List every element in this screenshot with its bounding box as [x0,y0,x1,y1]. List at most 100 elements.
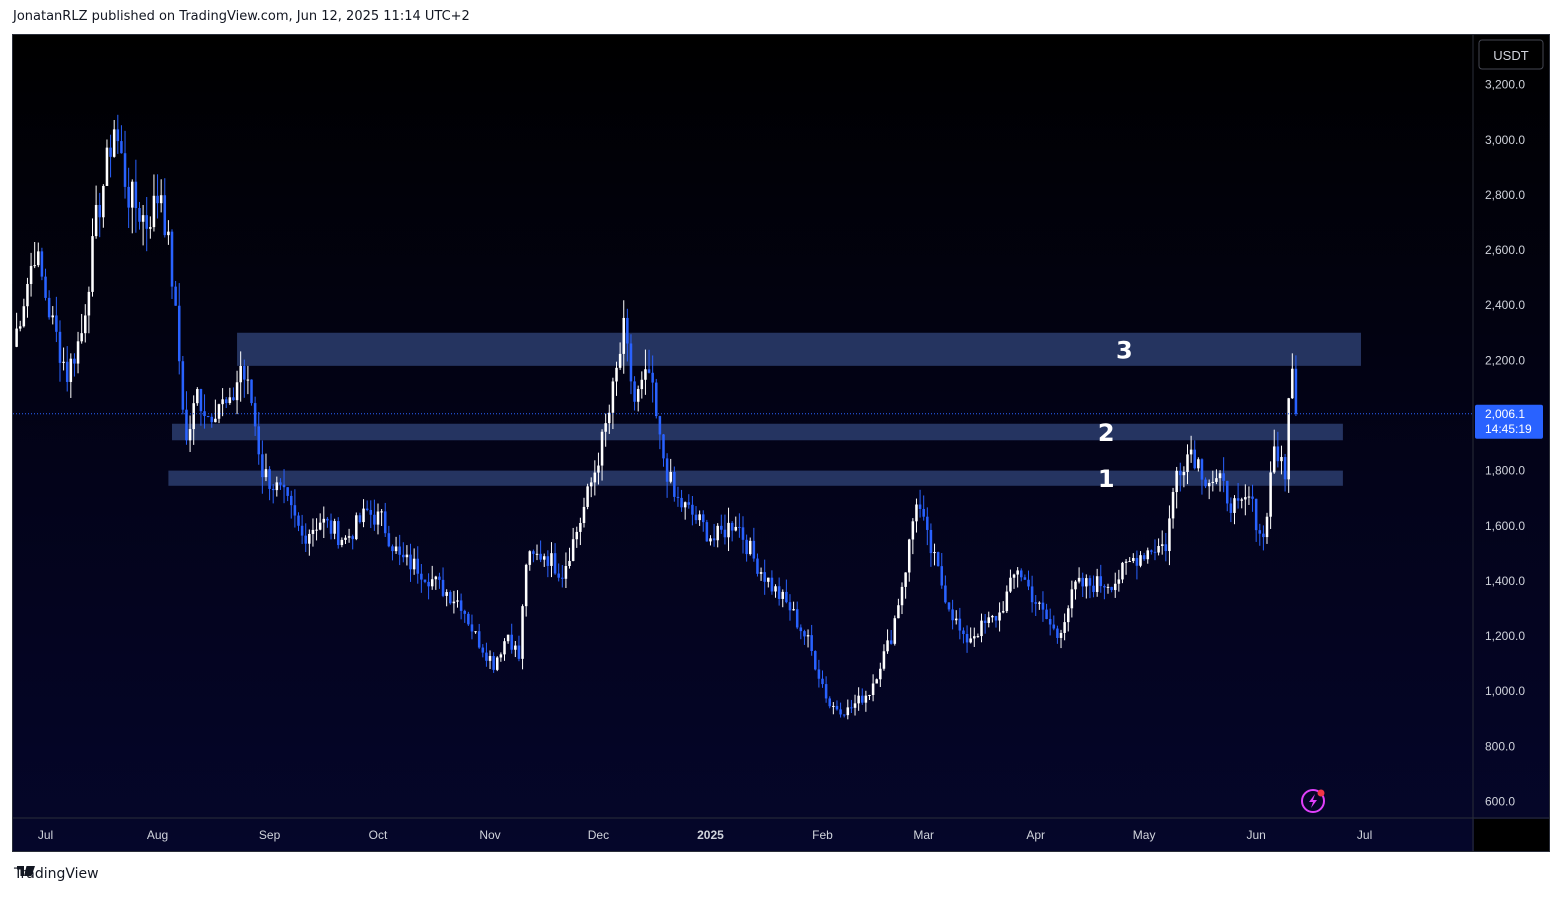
candle-body [821,678,824,685]
zone-label-1: 1 [1098,465,1115,493]
candle-body [268,469,271,489]
candle-body [669,472,672,482]
candle-body [214,418,217,423]
candle-body [568,560,571,567]
candle-body [15,328,18,347]
candlestick-chart[interactable]: 3 2 1 USDT 3,200.0 3,000.0 2,800.0 2,600.0 2,400… [13,35,1549,851]
candle-body [662,434,665,459]
publisher-line: JonatanRLZ published on TradingView.com,… [13,9,470,24]
candle-body [123,153,127,187]
candle-body [29,265,33,284]
candle-body [98,204,101,218]
candle-body [358,515,362,523]
candle-body [1099,576,1103,587]
candle-body [73,358,76,364]
candle-body [1016,570,1019,575]
y-tick-label: 2,200.0 [1485,353,1525,367]
axis-corner [1474,819,1549,851]
chart-frame[interactable]: 3 2 1 USDT 3,200.0 3,000.0 2,800.0 2,600.0 2,400… [12,34,1550,852]
candle-body [633,381,636,402]
candle-body [1179,470,1182,476]
y-tick-label: 800.0 [1485,739,1515,753]
candle-body [759,572,763,574]
candle-body [604,423,607,432]
candle-body [383,511,387,534]
candle-body [1012,574,1016,578]
candle-body [774,586,777,592]
candle-body [792,609,795,611]
candle-body [105,147,109,186]
candle-body [528,551,532,565]
candle-body [253,403,257,427]
candle-body [853,703,857,708]
candle-body [174,286,177,306]
x-tick-label: Oct [369,828,388,842]
candle-body [734,526,738,531]
candle-body [499,654,503,658]
tradingview-logo-icon [17,866,35,876]
candle-body [850,707,853,709]
candle-body [1240,499,1243,501]
candle-body [235,382,239,401]
candle-body [915,504,918,522]
candle-body [550,553,553,566]
candle-body [398,546,401,555]
candle-body [286,487,289,496]
candle-body [152,195,156,228]
candle-body [380,511,383,513]
candle-body [1200,459,1204,480]
candle-body [897,605,900,619]
candle-body [615,367,618,382]
candle-body [1139,555,1142,566]
candle-body [470,624,474,632]
candle-body [355,515,358,540]
candle-body [232,397,235,401]
candle-body [918,504,922,509]
candle-body [1005,591,1009,612]
x-tick-label: Jul [38,828,53,842]
candle-body [1030,586,1034,603]
candle-body [926,516,929,530]
candle-body [745,539,748,555]
candle-body [1128,561,1131,563]
candle-body [712,538,716,541]
candle-body [1023,577,1027,580]
countdown-label: 14:45:19 [1485,422,1532,436]
candle-body [311,529,315,534]
candle-body [875,679,878,684]
candle-body [1056,628,1059,638]
candle-body [441,579,445,596]
candle-body [673,472,676,497]
candle-body [402,554,405,558]
candle-body [221,399,224,405]
candle-body [228,397,232,404]
candle-body [141,215,145,222]
candle-body [65,361,69,382]
candle-body [412,558,416,570]
candle-body [1070,589,1074,609]
candle-body [308,533,311,544]
candle-body [1211,481,1215,483]
candle-body [542,556,546,560]
candle-body [336,521,340,546]
candle-body [91,236,94,292]
candle-body [199,389,203,412]
candle-body [452,601,456,604]
last-price-badge [1475,404,1543,439]
candle-body [517,645,521,659]
candle-body [571,539,575,561]
candle-body [1204,479,1207,487]
candle-body [756,558,759,574]
candle-body [87,291,91,316]
candle-body [579,522,582,532]
candle-body [788,602,792,611]
candle-body [445,592,448,596]
candle-body [40,251,44,277]
candle-body [871,683,875,695]
candle-body [860,695,864,703]
zone-label-3: 3 [1116,336,1133,364]
footer-brand: TradingView [14,866,99,882]
x-tick-label: Aug [147,828,168,842]
candle-body [80,333,83,342]
candle-body [1132,558,1135,562]
